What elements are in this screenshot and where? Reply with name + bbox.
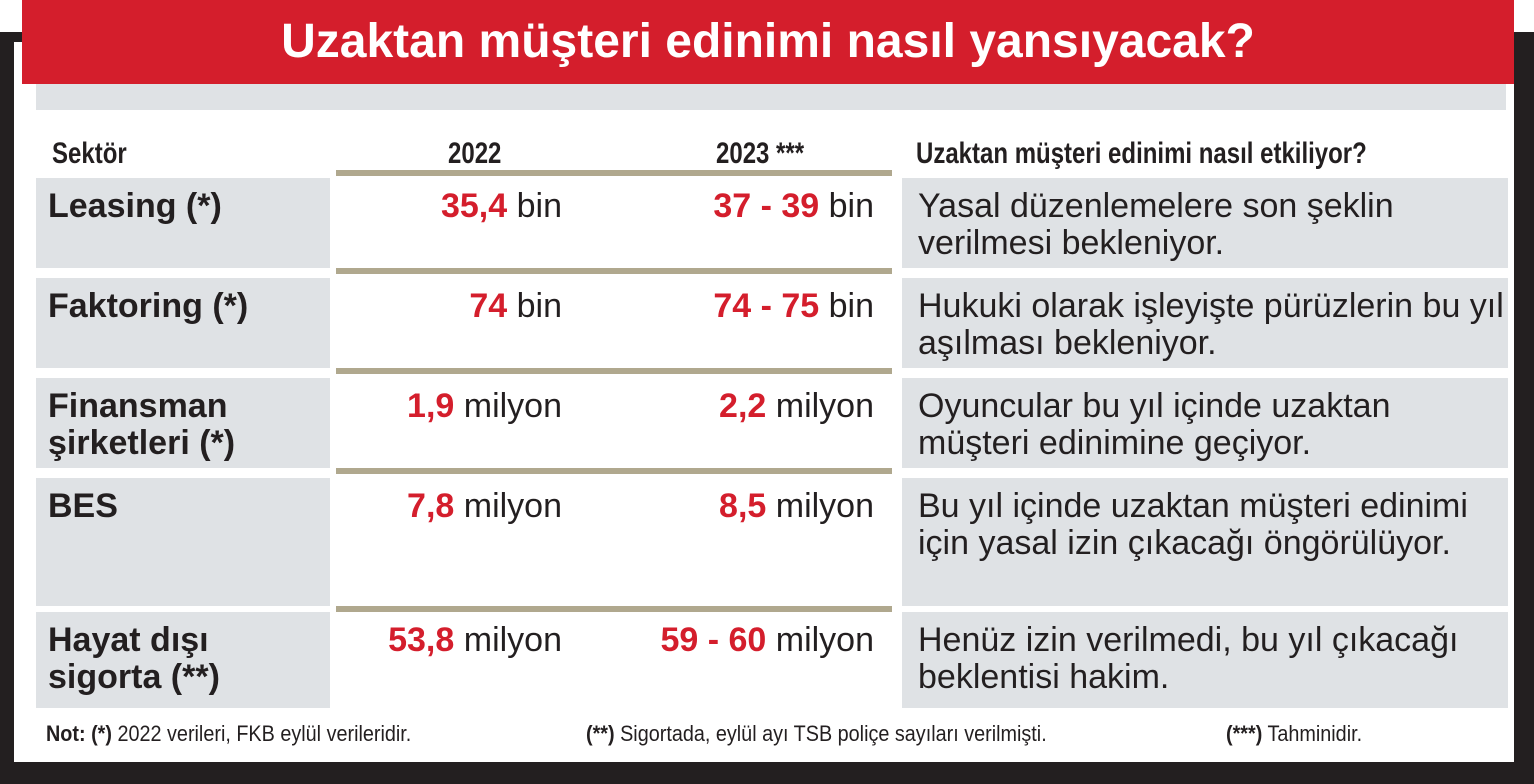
row-separator xyxy=(336,468,892,474)
footnote: Not: (*) 2022 verileri, FKB eylül verile… xyxy=(46,714,411,754)
value-2022: 53,8 milyon xyxy=(340,622,562,659)
sector-label: Finansman şirketleri (*) xyxy=(48,387,236,462)
row-separator xyxy=(336,268,892,274)
value-2022: 35,4 bin xyxy=(340,188,562,225)
value-2022-unit: bin xyxy=(507,187,562,225)
value-2023: 2,2 milyon xyxy=(600,388,874,425)
value-2022-number: 1,9 xyxy=(407,387,455,425)
note-cell xyxy=(902,378,1508,468)
value-2023-unit: milyon xyxy=(766,487,874,525)
value-2023-number: 37 - 39 xyxy=(713,187,820,225)
value-2022-number: 7,8 xyxy=(407,487,455,525)
value-2023-number: 8,5 xyxy=(719,487,767,525)
footnote-mark: Not: (*) xyxy=(46,721,112,746)
note-cell xyxy=(902,178,1508,268)
value-2022-number: 74 xyxy=(469,287,508,325)
value-2023-unit: bin xyxy=(819,287,874,325)
effect-note: Henüz izin verilmedi, bu yıl çıkacağı be… xyxy=(918,621,1459,696)
value-2023-unit: milyon xyxy=(766,387,874,425)
sector-cell xyxy=(36,478,330,606)
footnote: (**) Sigortada, eylül ayı TSB poliçe say… xyxy=(586,714,1047,754)
value-2023-number: 74 - 75 xyxy=(713,287,820,325)
sector-label: Leasing (*) xyxy=(48,187,222,225)
footnote-text: 2022 verileri, FKB eylül verileridir. xyxy=(111,721,412,746)
note-cell xyxy=(902,478,1508,606)
effect-note: Yasal düzenlemelere son şeklin verilmesi… xyxy=(918,187,1394,262)
value-2023: 37 - 39 bin xyxy=(600,188,874,225)
title-subband xyxy=(36,84,1506,110)
sector-label: Faktoring (*) xyxy=(48,287,249,325)
value-2022-unit: milyon xyxy=(454,621,562,659)
footnote-mark: (**) xyxy=(586,721,615,746)
value-2023: 59 - 60 milyon xyxy=(600,622,874,659)
value-2022: 74 bin xyxy=(340,288,562,325)
row-separator xyxy=(336,606,892,612)
sector-label: BES xyxy=(48,487,118,525)
value-2022-unit: milyon xyxy=(454,387,562,425)
note-cell xyxy=(902,278,1508,368)
chart-title: Uzaktan müşteri edinimi nasıl yansıyacak… xyxy=(281,15,1255,68)
header-2022: 2022 xyxy=(448,137,502,170)
value-2022-number: 53,8 xyxy=(388,621,455,659)
header-sector: Sektör xyxy=(52,137,127,170)
value-2022-number: 35,4 xyxy=(440,187,508,225)
header-effect: Uzaktan müşteri edinimi nasıl etkiliyor? xyxy=(916,137,1367,170)
sector-cell xyxy=(36,278,330,368)
value-2023-number: 59 - 60 xyxy=(660,621,767,659)
value-2022-unit: bin xyxy=(507,287,562,325)
value-2022-unit: milyon xyxy=(454,487,562,525)
value-2023-number: 2,2 xyxy=(719,387,767,425)
footnote-mark: (***) xyxy=(1226,721,1263,746)
effect-note: Hukuki olarak işleyişte pürüzlerin bu yı… xyxy=(918,287,1504,362)
header-2023: 2023 *** xyxy=(716,137,805,170)
value-2023-unit: milyon xyxy=(766,621,874,659)
value-2022: 1,9 milyon xyxy=(340,388,562,425)
row-separator xyxy=(336,368,892,374)
title-bar xyxy=(22,0,1514,84)
sector-cell xyxy=(36,612,330,708)
value-2022: 7,8 milyon xyxy=(340,488,562,525)
value-2023-unit: bin xyxy=(819,187,874,225)
footnote-text: Tahminidir. xyxy=(1262,721,1363,746)
value-2023: 74 - 75 bin xyxy=(600,288,874,325)
sector-label: Hayat dışı sigorta (**) xyxy=(48,621,220,696)
effect-note: Bu yıl içinde uzaktan müşteri edinimi iç… xyxy=(918,487,1468,562)
footnote: (***) Tahminidir. xyxy=(1226,714,1362,754)
sector-cell xyxy=(36,378,330,468)
note-cell xyxy=(902,612,1508,708)
value-2023: 8,5 milyon xyxy=(600,488,874,525)
footnote-text: Sigortada, eylül ayı TSB poliçe sayıları… xyxy=(614,721,1047,746)
sector-cell xyxy=(36,178,330,268)
row-separator xyxy=(336,170,892,176)
effect-note: Oyuncular bu yıl içinde uzaktan müşteri … xyxy=(918,387,1391,462)
